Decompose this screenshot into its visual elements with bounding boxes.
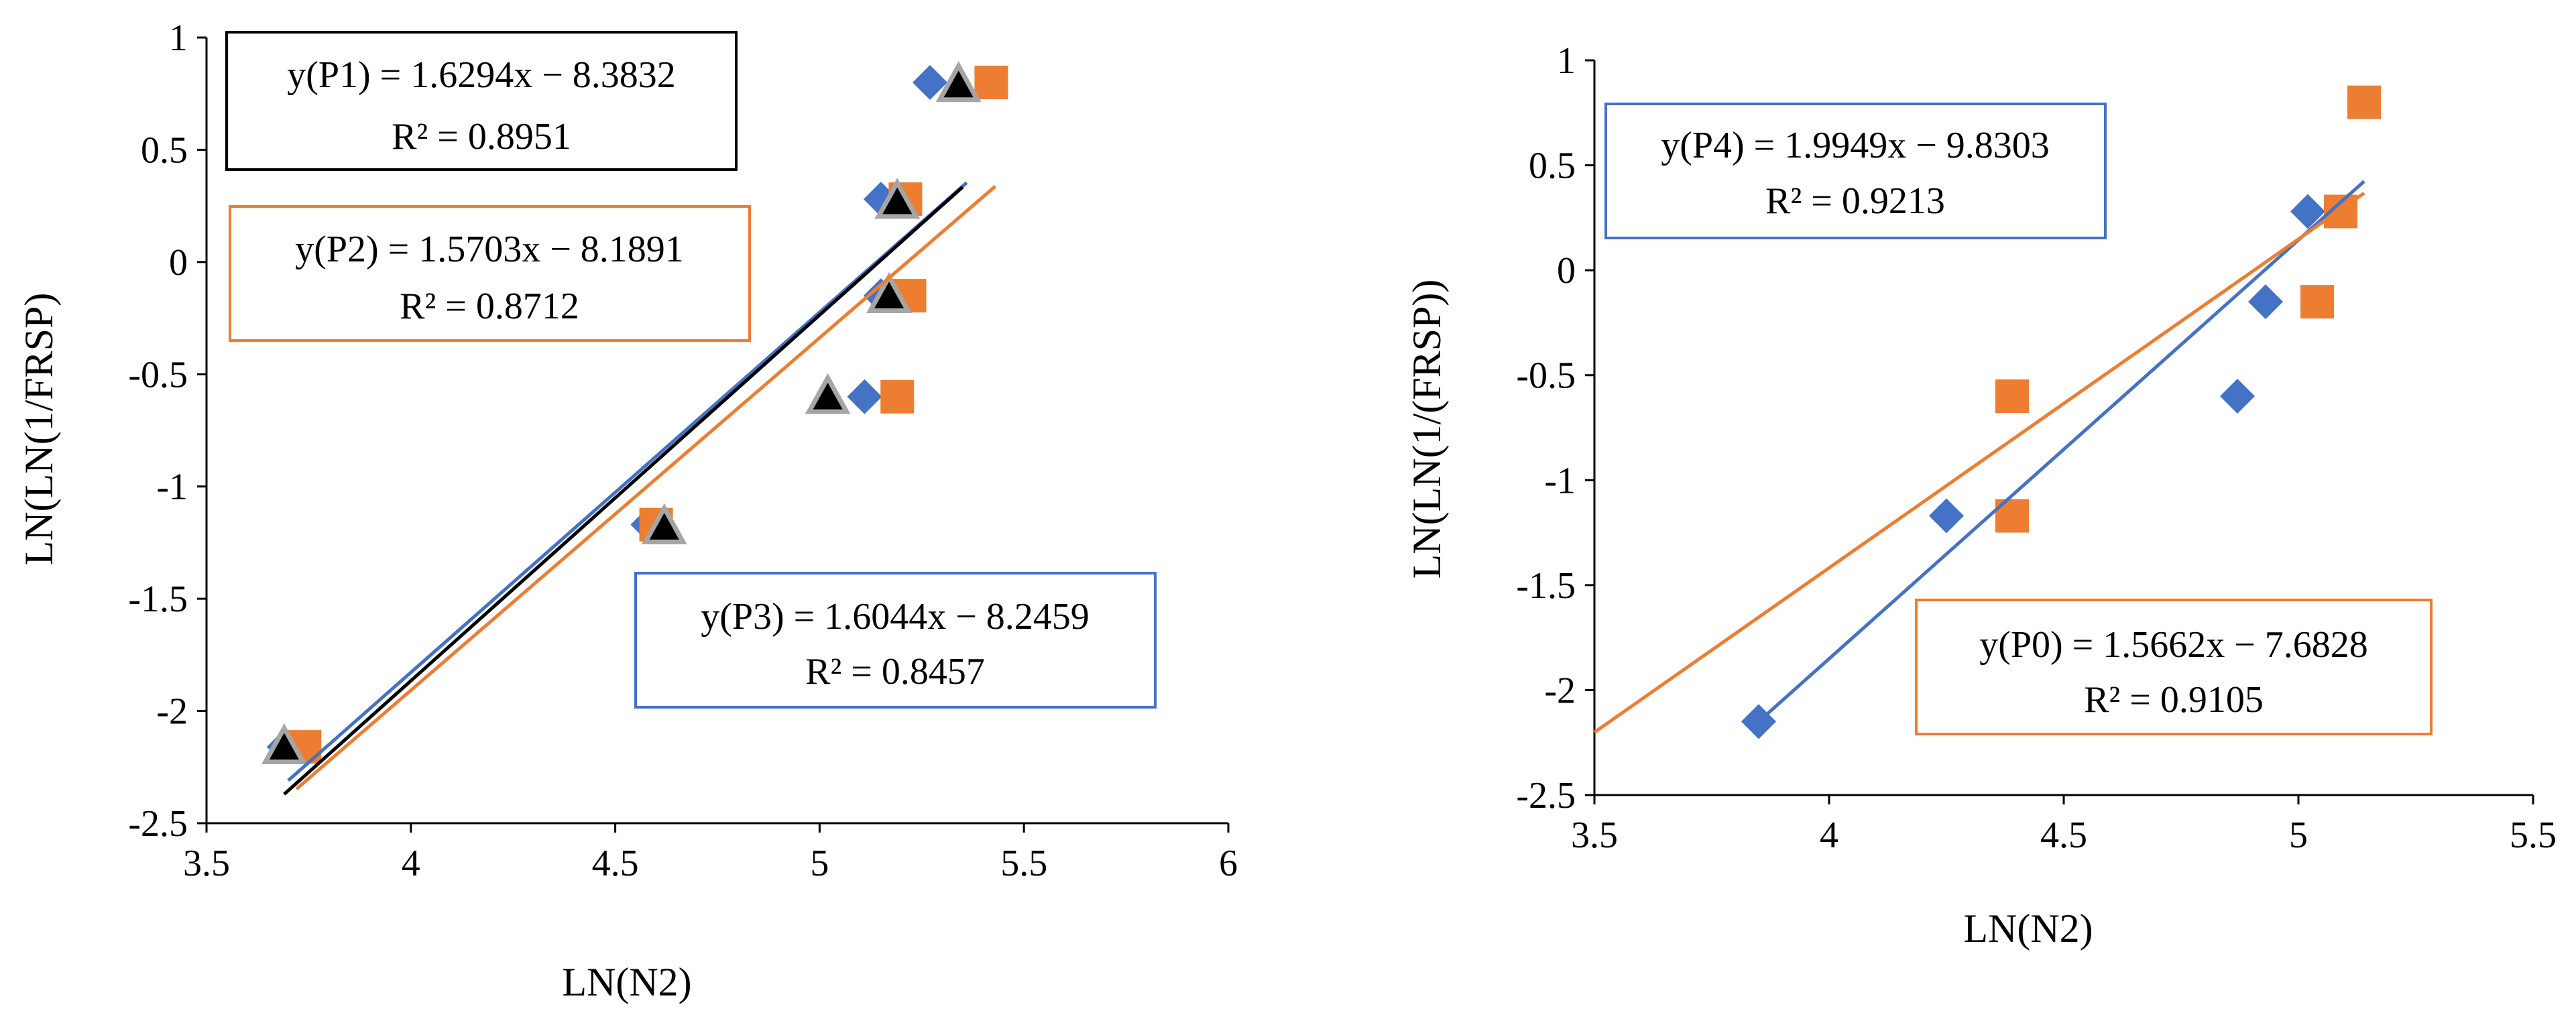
- left-p1-point: [874, 178, 921, 219]
- right-p4-trendline: [1757, 180, 2365, 723]
- left-equation-box-p2: y(P2) = 1.5703x − 8.1891 R² = 0.8712: [229, 205, 751, 342]
- right-y-tick-label: -1: [1544, 460, 1576, 501]
- right-plot-area: -2.5 -2 -1.5 -1 -0.5 0 0.5 1 3.5 4 4.5 5 5.5: [1516, 40, 2557, 856]
- left-p1-point: [866, 271, 912, 313]
- right-eq-p0-line2: R² = 0.9105: [2084, 679, 2264, 721]
- left-plot-area: -2.5 -2 -1.5 -1 -0.5 0 0.5 1 3.5 4 4.5 5 5.5 6: [128, 17, 1238, 884]
- left-y-tick-label: -2: [156, 691, 188, 733]
- left-eq-p1-line2: R² = 0.8951: [392, 116, 571, 158]
- right-x-tick-label: 4: [1820, 814, 1838, 856]
- right-eq-p4-line2: R² = 0.9213: [1765, 180, 1945, 222]
- left-y-tick-label: -1.5: [128, 579, 188, 620]
- left-x-tick-label: 5.5: [1000, 843, 1047, 884]
- right-p4-point: [2248, 284, 2283, 320]
- right-y-tick-label: -0.5: [1516, 355, 1576, 397]
- left-p3-point: [912, 64, 947, 100]
- right-p0-point: [2300, 285, 2334, 319]
- left-x-tick-label: 4.5: [592, 843, 639, 884]
- right-y-tick-label: -2.5: [1516, 775, 1576, 817]
- right-x-tick-label: 4.5: [2040, 814, 2087, 856]
- left-p1-point: [805, 373, 851, 414]
- left-eq-p1-line1: y(P1) = 1.6294x − 8.3832: [287, 54, 676, 96]
- left-x-tick-label: 3.5: [183, 843, 230, 884]
- left-y-axis-title: LN(LN(1/FRSP): [17, 293, 61, 566]
- left-p3-trendline: [287, 181, 968, 782]
- right-x-axis-title: LN(N2): [1963, 906, 2093, 951]
- left-y-tick-label: -1: [156, 467, 188, 508]
- right-y-tick-label: 0.5: [1529, 145, 1576, 187]
- left-p1-trendline: [283, 186, 964, 796]
- left-y-tick-label: -2.5: [128, 803, 188, 845]
- right-p4-point: [1929, 498, 1964, 534]
- right-p4-point: [2290, 194, 2325, 229]
- left-x-tick-label: 4: [402, 843, 420, 884]
- right-eq-p0-line1: y(P0) = 1.5662x − 7.6828: [1979, 624, 2368, 666]
- left-y-tick-label: 0.5: [141, 129, 188, 171]
- right-p0-point: [2347, 85, 2381, 119]
- left-p3-point: [847, 379, 882, 414]
- right-y-tick-label: 0: [1557, 250, 1576, 292]
- right-y-tick-label: 1: [1557, 40, 1576, 82]
- right-x-tick-label: 5.5: [2510, 814, 2557, 856]
- right-x-tick-label: 5: [2289, 814, 2308, 856]
- chart-left: -2.5 -2 -1.5 -1 -0.5 0 0.5 1 3.5 4 4.5 5 5.5 6 LN(N2)…: [17, 17, 1238, 1004]
- left-eq-p3-line1: y(P3) = 1.6044x − 8.2459: [701, 596, 1090, 638]
- left-y-tick-label: -0.5: [128, 354, 188, 396]
- right-p4-point: [2220, 379, 2255, 414]
- left-p2-point: [880, 379, 915, 414]
- right-x-tick-label: 3.5: [1571, 814, 1618, 856]
- left-eq-p3-line2: R² = 0.8457: [805, 651, 985, 692]
- right-y-tick-label: -2: [1544, 670, 1576, 711]
- left-equation-box-p3: y(P3) = 1.6044x − 8.2459 R² = 0.8457: [634, 572, 1157, 709]
- right-p0-point: [1995, 379, 2029, 414]
- right-y-axis-title: LN(LN(1/(FRSP)): [1405, 280, 1449, 579]
- left-p1-point: [261, 723, 307, 765]
- left-y-tick-label: 1: [169, 17, 188, 59]
- left-y-tick-label: 0: [169, 242, 188, 284]
- left-eq-p2-line1: y(P2) = 1.5703x − 8.1891: [295, 229, 684, 270]
- left-eq-p2-line2: R² = 0.8712: [400, 286, 579, 327]
- right-equation-box-p0: y(P0) = 1.5662x − 7.6828 R² = 0.9105: [1915, 599, 2433, 735]
- right-eq-p4-line1: y(P4) = 1.9949x − 9.8303: [1661, 125, 2050, 166]
- chart-right: -2.5-2-1.5-1-0.500.513.5 4 4.5 5 5.5 LN(N2) …: [1405, 40, 2557, 951]
- left-p1-point: [935, 61, 982, 103]
- left-x-tick-label: 5: [810, 843, 829, 884]
- left-p1-point: [641, 503, 687, 544]
- left-x-axis-title: LN(N2): [562, 960, 691, 1004]
- left-equation-box-p1: y(P1) = 1.6294x − 8.3832 R² = 0.8951: [225, 31, 738, 171]
- right-p0-trendline: [1593, 192, 2365, 734]
- left-p2-trendline: [295, 184, 997, 790]
- right-y-tick-label: -1.5: [1516, 565, 1576, 607]
- right-equation-box-p4: y(P4) = 1.9949x − 9.8303 R² = 0.9213: [1604, 103, 2107, 239]
- left-x-tick-label: 6: [1219, 843, 1238, 884]
- left-p2-point: [974, 65, 1008, 99]
